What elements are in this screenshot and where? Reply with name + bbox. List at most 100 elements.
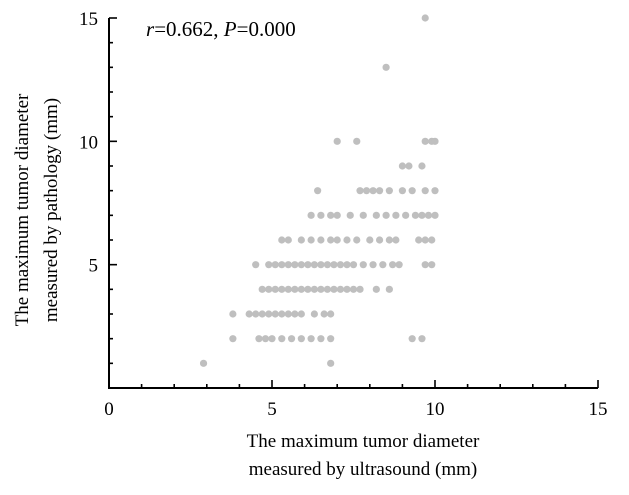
p-value: =0.000 [237,17,296,41]
data-point [284,261,292,269]
y-tick-label: 15 [79,9,98,30]
data-point [372,211,380,219]
x-tick-label: 5 [267,399,277,420]
data-point [330,285,338,293]
data-point [291,310,299,318]
y-tick-label: 5 [89,256,99,277]
data-point [304,261,312,269]
data-point [336,261,345,269]
data-point [421,236,429,244]
data-point [408,335,416,343]
data-point [428,261,436,269]
data-point [411,211,420,219]
data-point [424,211,433,219]
data-point [385,187,393,195]
p-label: P [223,17,237,41]
data-point [307,236,315,244]
data-point [415,236,423,244]
data-point [284,285,292,293]
x-axis-title-line-2: measured by ultrasound (mm) [249,459,477,480]
data-point [327,211,335,219]
data-point [362,187,371,195]
data-point [333,236,341,244]
data-point [265,285,273,293]
data-point [310,310,318,318]
data-point [291,261,299,269]
data-point [307,211,315,219]
data-point [317,261,325,269]
data-point [366,236,374,244]
y-tick-label: 10 [79,132,98,153]
data-point [418,211,426,219]
x-tick-label: 0 [104,399,114,420]
data-point [431,187,439,195]
data-point [314,187,322,195]
data-point [258,310,266,318]
y-axis-title-line-1: The maximum tumor diameter [12,93,33,326]
ticks-layer [108,17,599,388]
data-point [252,310,260,318]
r-value: =0.662, [154,17,224,41]
points-layer [199,14,439,367]
data-point [323,261,332,269]
data-point [271,310,279,318]
y-axis-title-line-2: measured by pathology (mm) [41,98,62,322]
data-point [310,285,318,293]
data-point [372,285,380,293]
data-point [297,310,305,318]
data-point [258,285,266,293]
data-point [392,236,400,244]
data-point [297,285,305,293]
data-point [349,261,358,269]
data-point [317,335,325,343]
data-point [349,285,358,293]
stat-annotation: r=0.662, P=0.000 [146,17,296,41]
data-point [297,261,305,269]
data-point [265,310,273,318]
data-point [271,261,279,269]
tick-labels-layer: 0 5 10 15 5 10 15 [79,9,608,420]
data-point [287,335,296,343]
data-point [255,335,263,343]
data-point [330,261,338,269]
data-point [261,335,270,343]
data-point [369,187,377,195]
data-point [229,335,237,343]
data-point [385,285,393,293]
data-point [317,285,325,293]
data-point [421,14,429,22]
data-point [359,211,367,219]
data-point [336,285,345,293]
data-point [428,236,436,244]
data-point [421,261,429,269]
data-point [398,162,406,170]
data-point [389,261,397,269]
data-point [408,187,416,195]
x-axis-title-line-1: The maximum tumor diameter [247,431,480,452]
x-tick-label: 15 [589,399,608,420]
data-point [343,236,351,244]
data-point [278,261,286,269]
data-point [271,285,279,293]
r-label: r [146,17,155,41]
data-point [297,236,305,244]
data-point [343,261,351,269]
data-point [343,285,351,293]
data-point [310,261,318,269]
data-point [385,236,393,244]
x-tick-label: 10 [426,399,445,420]
data-point [327,335,335,343]
data-point [359,261,367,269]
data-point [382,63,390,71]
data-point [356,285,364,293]
data-point [395,261,403,269]
data-point [268,335,276,343]
data-point [278,285,286,293]
data-point [304,285,312,293]
data-point [320,310,328,318]
data-point [327,310,335,318]
data-point [431,211,439,219]
data-point [353,236,361,244]
data-point [245,310,253,318]
data-point [291,285,299,293]
